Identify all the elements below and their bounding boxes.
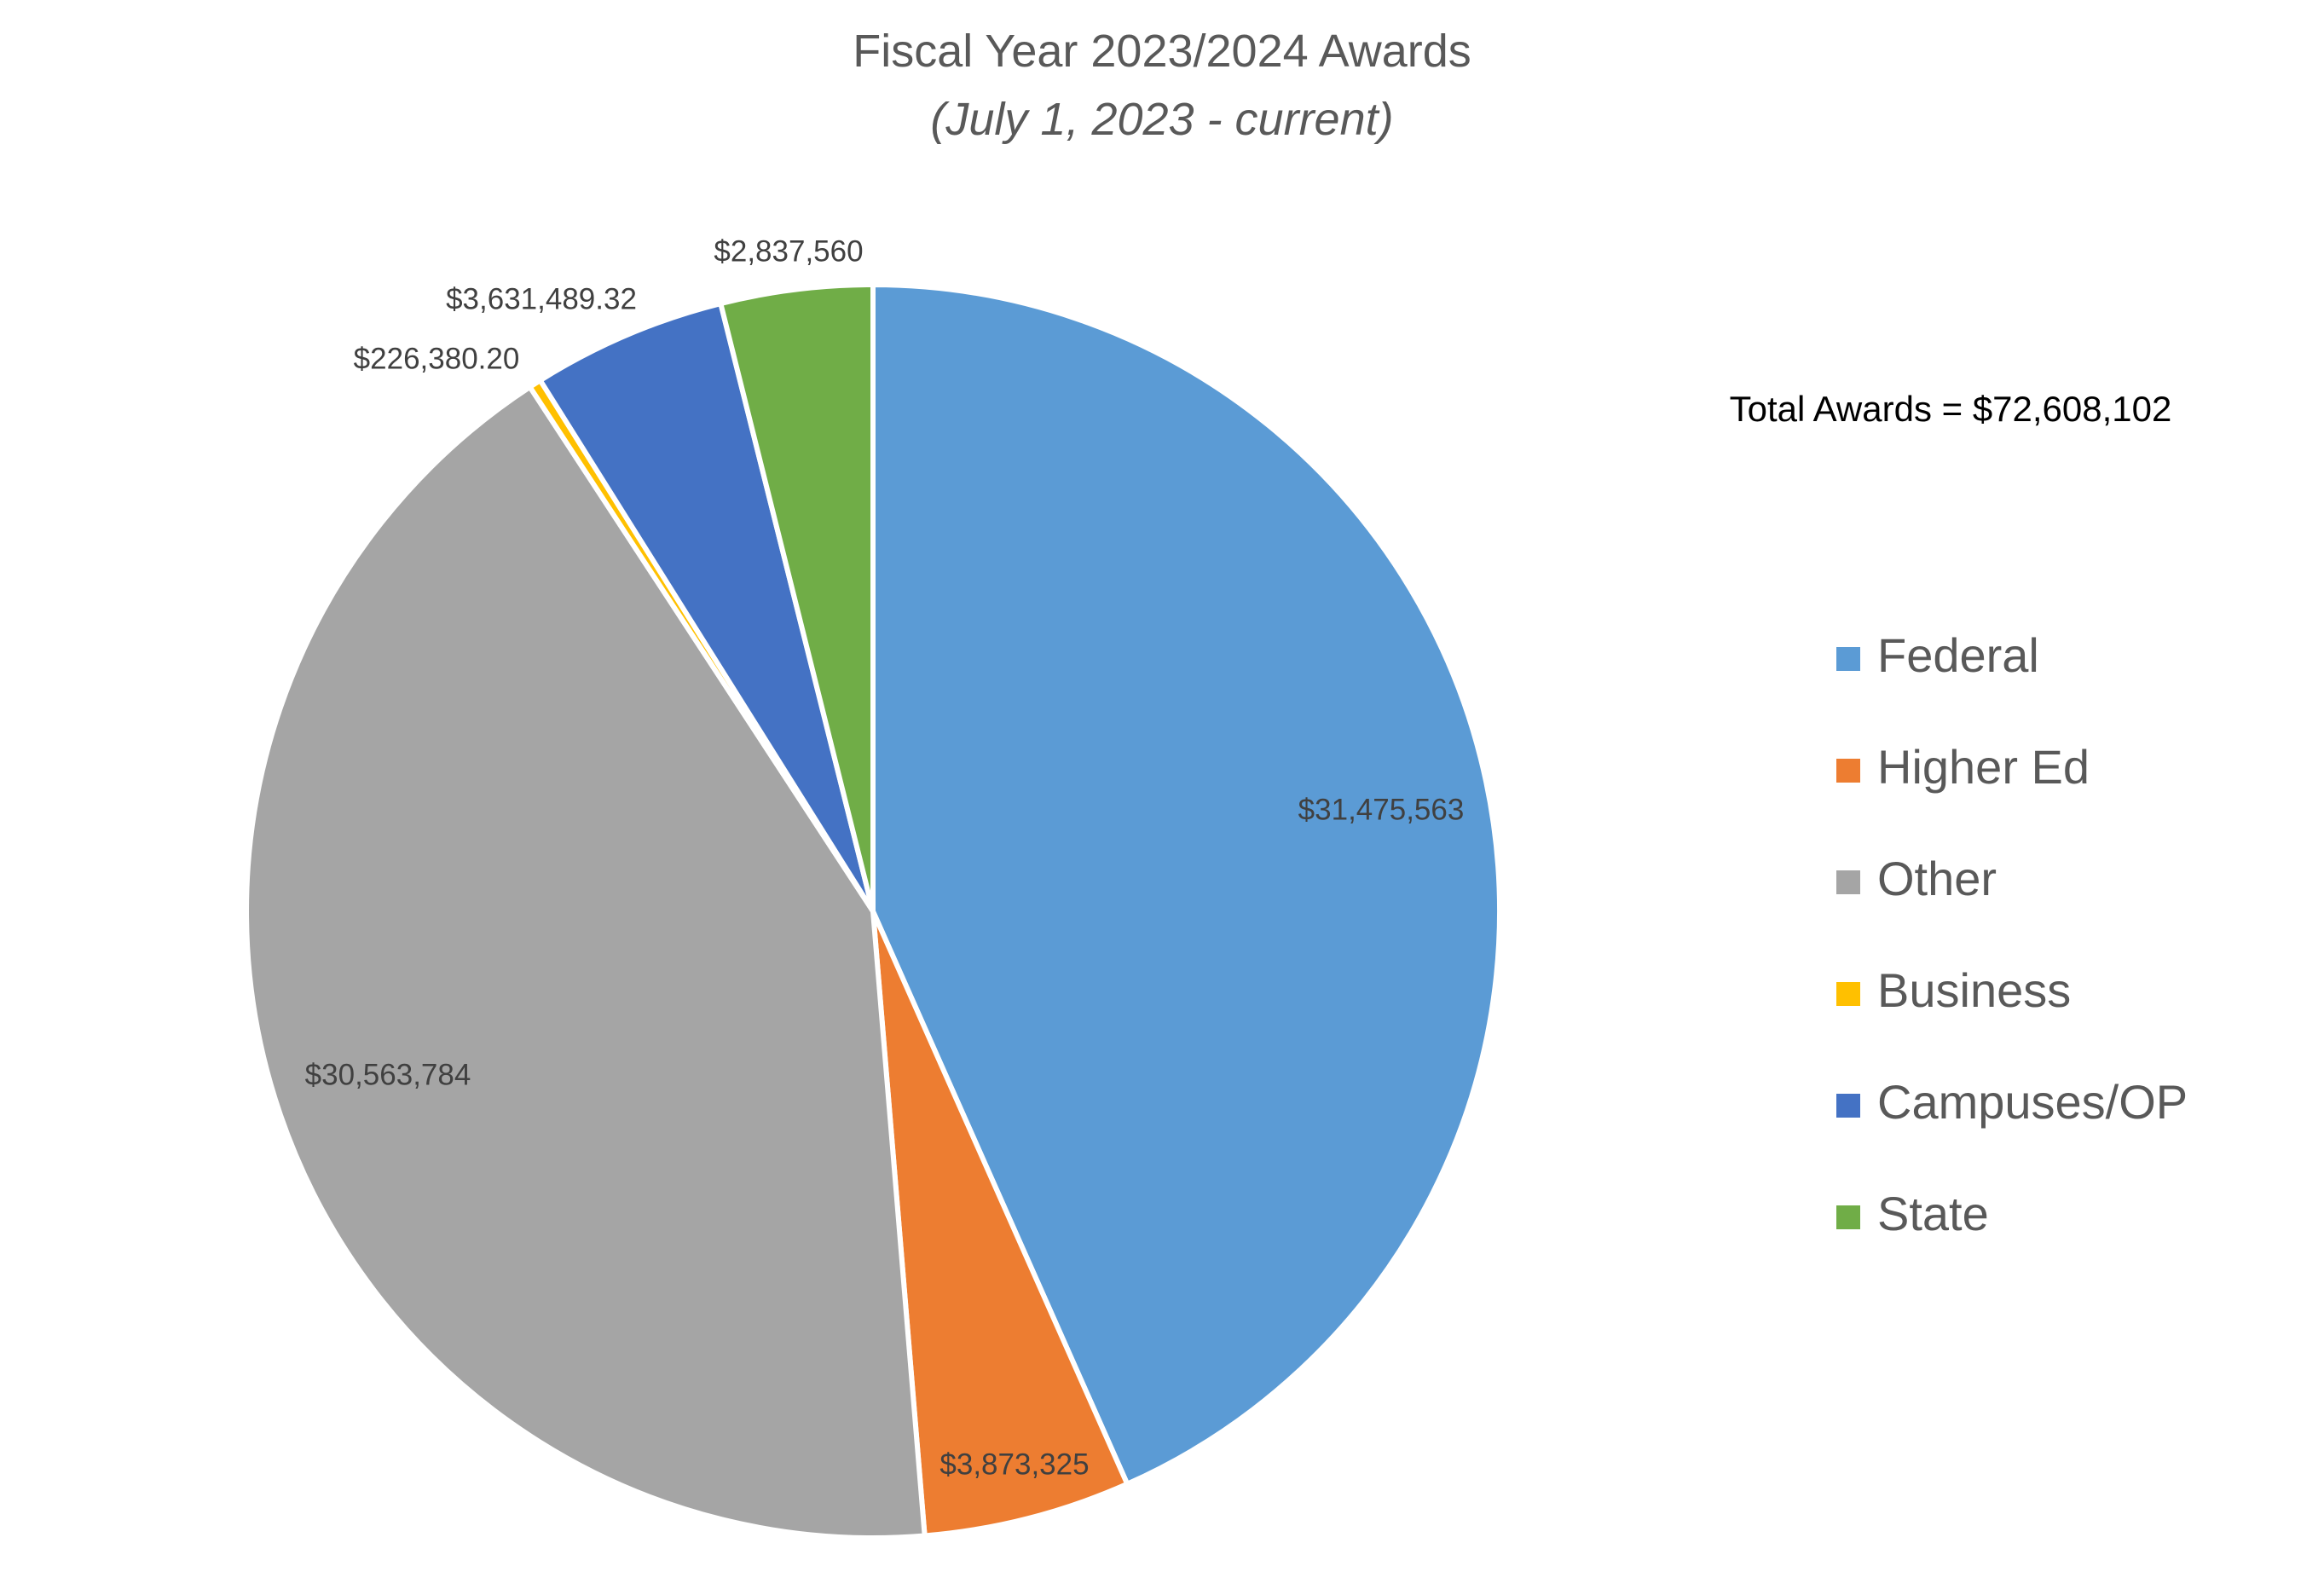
legend-label: Federal — [1877, 628, 2039, 682]
pie-slice-campuses-op — [537, 301, 876, 914]
data-label-campuses-op: $3,631,489.32 — [446, 282, 637, 315]
legend-item-campuses-op: Campuses/OP — [1836, 1075, 2188, 1129]
data-label-business: $226,380.20 — [354, 342, 520, 375]
pie-slice-state — [718, 282, 876, 914]
legend-swatch — [1836, 1094, 1860, 1118]
data-label-federal: $31,475,563 — [1298, 793, 1465, 826]
legend: Federal Higher Ed Other Business Campuses/OP… — [1836, 628, 2188, 1240]
legend-label: Campuses/OP — [1877, 1075, 2188, 1129]
legend-swatch — [1836, 1205, 1860, 1229]
legend-label: State — [1877, 1187, 1989, 1240]
data-label-other: $30,563,784 — [305, 1058, 471, 1091]
legend-item-business: Business — [1836, 963, 2071, 1017]
legend-swatch — [1836, 982, 1860, 1006]
legend-swatch — [1836, 647, 1860, 671]
legend-item-higher-ed: Higher Ed — [1836, 740, 2090, 794]
slice-labels: $31,475,563 $3,873,325 $30,563,784 $226,380… — [305, 234, 1465, 1481]
legend-swatch — [1836, 759, 1860, 783]
legend-item-other: Other — [1836, 852, 1997, 905]
legend-label: Other — [1877, 852, 1997, 905]
chart-title: Fiscal Year 2023/2024 Awards — [853, 26, 1471, 77]
pie-slice-other — [244, 384, 928, 1540]
legend-item-federal: Federal — [1836, 628, 2039, 682]
data-label-higher-ed: $3,873,325 — [939, 1448, 1089, 1481]
pie-slices — [244, 282, 1502, 1540]
data-label-state: $2,837,560 — [714, 234, 863, 268]
legend-item-state: State — [1836, 1187, 1989, 1240]
chart-subtitle: (July 1, 2023 - current) — [930, 94, 1393, 145]
pie-slice-federal — [870, 282, 1502, 1487]
total-awards-annotation: Total Awards = $72,608,102 — [1730, 389, 2172, 429]
legend-swatch — [1836, 870, 1860, 894]
legend-label: Business — [1877, 963, 2071, 1017]
legend-label: Higher Ed — [1877, 740, 2090, 794]
pie-slice-higher-ed — [870, 909, 1130, 1539]
